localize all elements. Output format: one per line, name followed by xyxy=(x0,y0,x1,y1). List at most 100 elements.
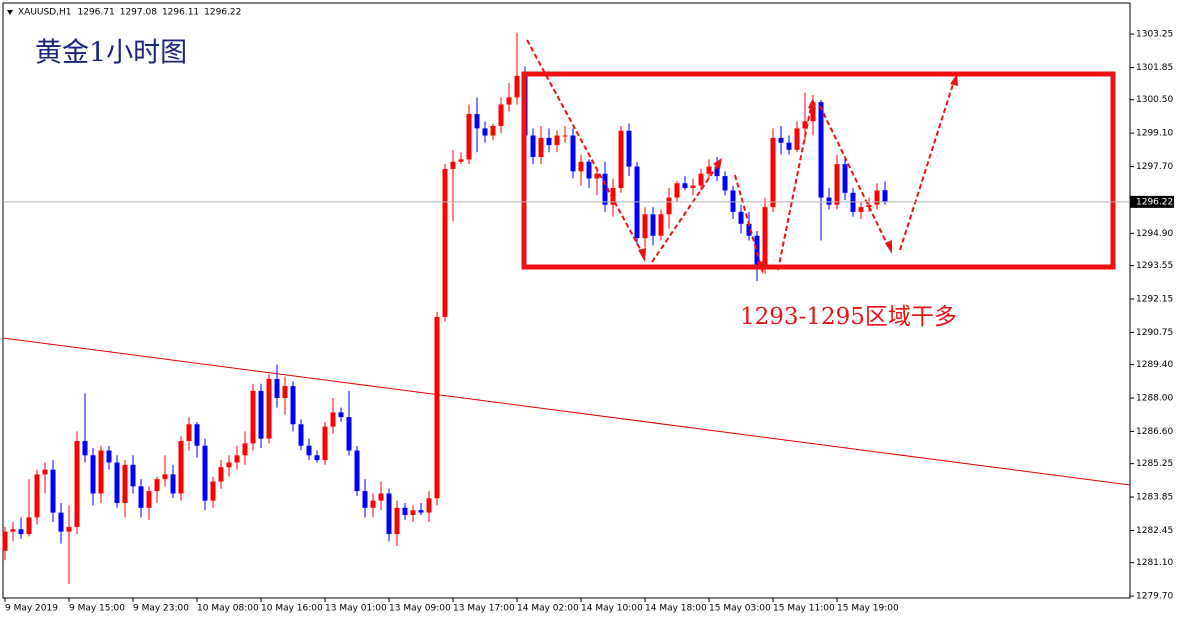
candle-body xyxy=(578,161,584,172)
candle-body xyxy=(490,125,496,136)
candle-body xyxy=(530,135,536,158)
candle-body xyxy=(194,424,200,446)
x-tick-label: 13 May 09:00 xyxy=(389,604,451,614)
current-price-box xyxy=(1130,195,1174,208)
candle-body xyxy=(418,510,424,513)
candle-body xyxy=(130,464,136,487)
candle-body xyxy=(266,378,272,439)
y-tick-label: 1279.70 xyxy=(1136,592,1173,602)
candle-body xyxy=(234,455,240,463)
y-tick-label: 1303.25 xyxy=(1136,30,1173,40)
plot-frame xyxy=(2,2,1131,599)
x-tick-label: 14 May 18:00 xyxy=(645,604,707,614)
candle-body xyxy=(834,164,840,205)
arrow xyxy=(734,174,763,271)
menu-icon[interactable] xyxy=(7,10,13,15)
candle-body xyxy=(658,214,664,236)
candle-body xyxy=(514,75,520,98)
candle-body xyxy=(666,197,672,215)
candle-body xyxy=(730,190,736,212)
y-tick-label: 1300.50 xyxy=(1136,95,1173,105)
range-box xyxy=(521,71,1116,270)
candle-body xyxy=(458,159,464,162)
x-tick-label: 13 May 17:00 xyxy=(453,604,515,614)
candle-body xyxy=(122,464,128,504)
candle-body xyxy=(346,417,352,451)
candle-body xyxy=(722,176,728,191)
arrow xyxy=(777,101,813,271)
candle-body xyxy=(554,135,560,146)
candle-body xyxy=(106,450,112,463)
candle-body xyxy=(450,161,456,169)
y-tick-label: 1292.15 xyxy=(1136,294,1173,304)
candle-body xyxy=(50,469,56,513)
candle-body xyxy=(690,185,696,189)
candle-body xyxy=(322,426,328,461)
arrow xyxy=(819,105,891,251)
candle-body xyxy=(138,486,144,508)
candle-body xyxy=(354,450,360,492)
candle-body xyxy=(786,142,792,150)
candle-body xyxy=(394,507,400,535)
candle-body xyxy=(610,188,616,205)
y-tick-label: 1294.90 xyxy=(1136,229,1173,239)
candle-body xyxy=(114,462,120,504)
candle-body xyxy=(858,207,864,212)
trend-line xyxy=(2,337,1131,486)
candle-body xyxy=(442,168,448,317)
x-tick-label: 9 May 15:00 xyxy=(69,604,125,614)
y-tick-label: 1290.75 xyxy=(1136,328,1173,338)
candle-body xyxy=(186,424,192,441)
candle-body xyxy=(74,440,80,527)
candle-body xyxy=(778,137,784,143)
candle-body xyxy=(178,440,184,494)
candle-body xyxy=(538,137,544,158)
y-tick-label: 1282.45 xyxy=(1136,526,1173,536)
y-tick-label: 1283.85 xyxy=(1136,493,1173,503)
candle-body xyxy=(362,491,368,508)
x-tick-label: 10 May 16:00 xyxy=(261,604,323,614)
x-tick-label: 13 May 01:00 xyxy=(325,604,387,614)
candle-body xyxy=(674,183,680,198)
candle-body xyxy=(626,130,632,167)
candle-body xyxy=(466,114,472,160)
candle-body xyxy=(570,135,576,172)
candle-body xyxy=(26,517,32,535)
candle-body xyxy=(242,443,248,456)
candle-body xyxy=(770,137,776,208)
candle-body xyxy=(250,390,256,444)
arrowhead xyxy=(808,98,816,109)
candle-body xyxy=(10,529,16,532)
candle-body xyxy=(162,474,168,480)
candle-body xyxy=(882,190,888,202)
candle-body xyxy=(650,214,656,236)
header-close: 1296.22 xyxy=(204,8,241,18)
candle-body xyxy=(306,445,312,456)
y-tick-label: 1289.40 xyxy=(1136,360,1173,370)
candle-body xyxy=(218,467,224,482)
candle-body xyxy=(762,207,768,270)
chart-title: 黄金1小时图 xyxy=(35,38,187,69)
candle-body xyxy=(546,137,552,146)
candle-body xyxy=(706,166,712,174)
candle-body xyxy=(274,378,280,399)
candle-body xyxy=(82,440,88,456)
header-high: 1297.08 xyxy=(120,8,157,18)
x-tick-label: 14 May 10:00 xyxy=(581,604,643,614)
x-tick-label: 14 May 02:00 xyxy=(517,604,579,614)
candle-body xyxy=(98,450,104,494)
candle-body xyxy=(210,481,216,501)
candle-body xyxy=(594,173,600,179)
arrowheads xyxy=(638,74,958,274)
candle-body xyxy=(698,173,704,186)
arrows xyxy=(526,39,956,271)
arrowhead xyxy=(757,261,765,274)
arrowhead xyxy=(885,240,892,254)
arrowhead xyxy=(713,158,722,169)
x-tick-label: 15 May 11:00 xyxy=(773,604,835,614)
x-tick-label: 15 May 03:00 xyxy=(709,604,771,614)
arrowhead xyxy=(950,74,958,86)
symbol: XAUUSD,H1 xyxy=(18,8,72,18)
candle-body xyxy=(586,161,592,179)
